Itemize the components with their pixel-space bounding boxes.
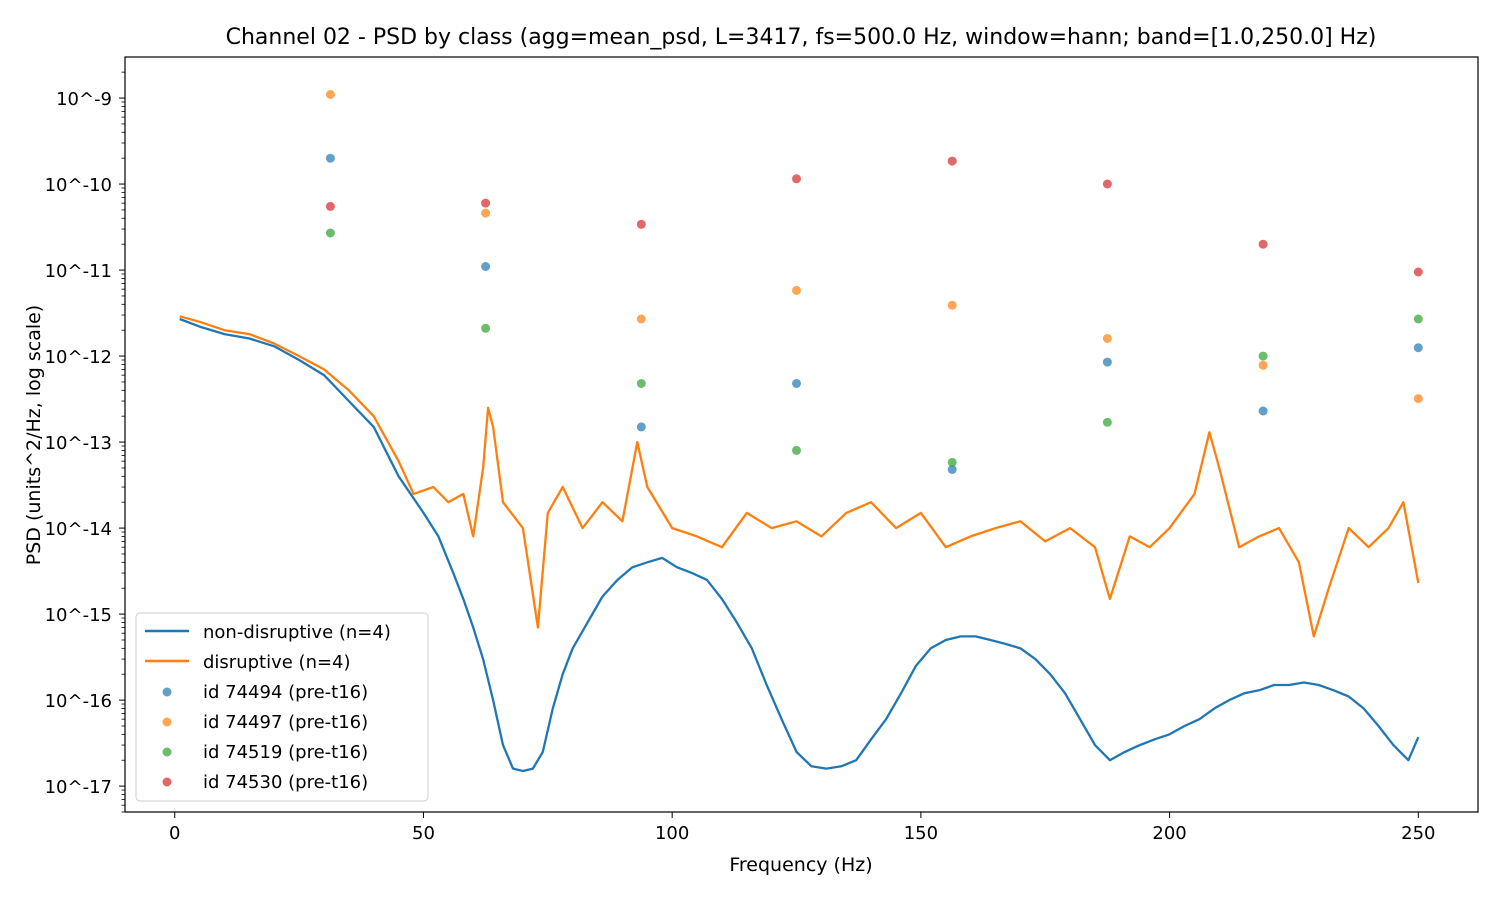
scatter-point-2-5 [1102, 357, 1112, 367]
x-axis-label: Frequency (Hz) [729, 854, 872, 876]
y-tick-label--14: 10^-14 [45, 519, 112, 540]
legend-label-74519: id 74519 (pre-t16) [203, 742, 368, 763]
x-tick-label-100: 100 [655, 823, 689, 844]
legend-label-disruptive: disruptive (n=4) [203, 652, 351, 673]
scatter-point-3-6 [1258, 360, 1268, 370]
scatter-point-2-0 [325, 153, 335, 163]
x-tick-label-250: 250 [1401, 823, 1435, 844]
scatter-point-3-5 [1102, 334, 1112, 343]
y-tick-label--11: 10^-11 [45, 261, 112, 282]
scatter-point-4-5 [1102, 417, 1112, 427]
y-tick-label--16: 10^-16 [45, 691, 112, 712]
x-tick-label-150: 150 [904, 823, 938, 844]
x-axis-ticks: 0 50 100 150 200 250 [169, 812, 1435, 844]
scatter-point-2-1 [481, 262, 491, 271]
scatter-point-3-1 [481, 208, 491, 218]
scatter-point-2-6 [1258, 406, 1268, 416]
scatter-point-4-3 [792, 445, 801, 455]
scatter-point-5-5 [1102, 179, 1112, 189]
legend-label-74497: id 74497 (pre-t16) [203, 712, 368, 733]
series-line-0 [179, 317, 1420, 773]
legend-label-non-disruptive: non-disruptive (n=4) [203, 622, 391, 643]
chart-legend: non-disruptive (n=4) disruptive (n=4) id… [135, 612, 429, 802]
y-axis-label: PSD (units^2/Hz, log scale) [23, 305, 45, 565]
scatter-point-4-4 [947, 457, 957, 467]
scatter-point-2-7 [1413, 343, 1423, 353]
scatter-point-2-4 [947, 465, 957, 474]
y-tick-label--12: 10^-12 [45, 347, 112, 368]
scatter-point-3-7 [1413, 394, 1423, 404]
x-tick-label-50: 50 [412, 823, 435, 844]
y-tick-label--15: 10^-15 [45, 605, 112, 626]
scatter-point-4-2 [636, 379, 646, 388]
scatter-point-5-0 [325, 201, 335, 211]
plot-area [124, 56, 1479, 813]
scatter-point-3-4 [947, 300, 957, 310]
legend-label-74530: id 74530 (pre-t16) [203, 772, 368, 793]
legend-box [135, 612, 429, 802]
legend-marker-74519 [162, 747, 172, 757]
scatter-point-5-2 [636, 219, 646, 229]
scatter-point-3-3 [792, 285, 801, 295]
scatter-point-4-0 [325, 228, 335, 238]
scatter-point-4-7 [1413, 314, 1423, 324]
axes-frame [124, 56, 1479, 813]
scatter-point-5-4 [947, 156, 957, 166]
scatter-point-5-3 [792, 174, 801, 184]
legend-marker-74530 [162, 777, 172, 787]
scatter-point-5-1 [481, 198, 491, 208]
y-axis-ticks: 10^-17 10^-16 10^-15 10^-14 10^-13 10^-12 10^-… [45, 71, 125, 813]
scatter-point-4-1 [481, 323, 491, 333]
scatter-point-5-7 [1413, 267, 1423, 277]
x-tick-label-0: 0 [169, 823, 180, 844]
y-tick-label--10: 10^-10 [45, 175, 112, 196]
y-tick-label--13: 10^-13 [45, 433, 112, 454]
y-tick-label--17: 10^-17 [45, 777, 112, 798]
legend-label-74494: id 74494 (pre-t16) [203, 682, 368, 703]
scatter-point-3-2 [636, 314, 646, 324]
scatter-point-2-3 [792, 379, 801, 388]
scatter-point-4-6 [1258, 351, 1268, 361]
x-tick-label-200: 200 [1152, 823, 1186, 844]
scatter-point-5-6 [1258, 239, 1268, 249]
legend-marker-74497 [162, 717, 172, 727]
series-layer [179, 90, 1423, 773]
series-line-1 [179, 315, 1420, 638]
scatter-point-2-2 [636, 422, 646, 432]
y-tick-label--9: 10^-9 [56, 89, 112, 110]
chart-title: Channel 02 - PSD by class (agg=mean_psd,… [226, 25, 1377, 50]
scatter-point-3-0 [325, 90, 335, 99]
legend-marker-74494 [162, 687, 172, 697]
